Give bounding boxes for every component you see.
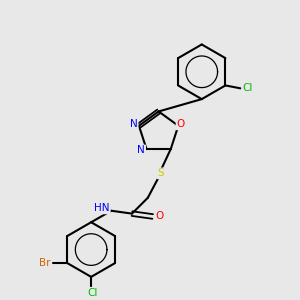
Text: Cl: Cl bbox=[242, 83, 253, 93]
Text: Br: Br bbox=[39, 258, 50, 268]
Text: S: S bbox=[158, 168, 164, 178]
Text: Cl: Cl bbox=[87, 288, 98, 298]
Text: HN: HN bbox=[94, 203, 110, 213]
Text: O: O bbox=[176, 119, 185, 129]
Text: N: N bbox=[130, 119, 138, 129]
Text: O: O bbox=[155, 212, 163, 221]
Text: N: N bbox=[137, 146, 145, 155]
